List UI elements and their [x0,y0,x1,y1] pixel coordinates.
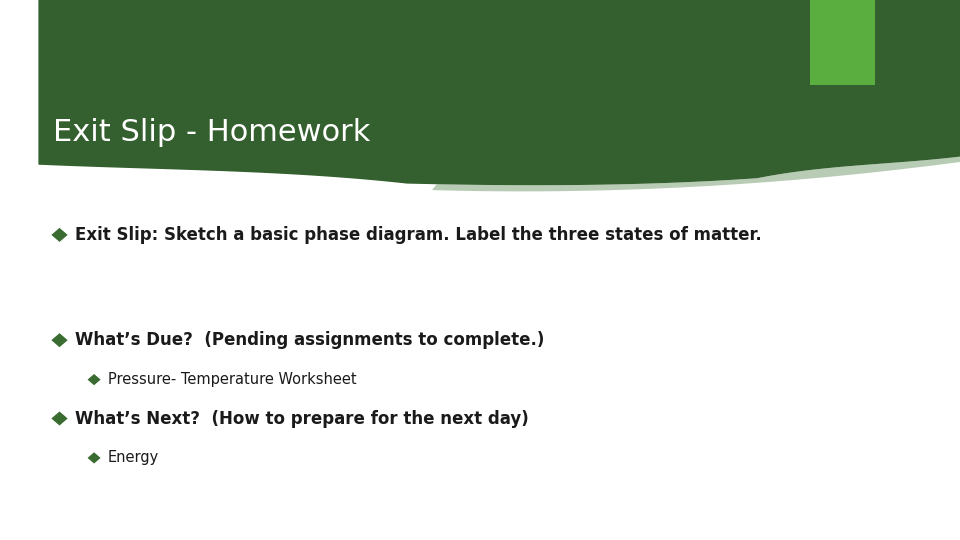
Polygon shape [87,453,101,463]
Text: Energy: Energy [108,450,158,465]
Text: Exit Slip: Sketch a basic phase diagram. Label the three states of matter.: Exit Slip: Sketch a basic phase diagram.… [75,226,761,244]
Text: What’s Due?  (Pending assignments to complete.): What’s Due? (Pending assignments to comp… [75,331,544,349]
Text: Pressure- Temperature Worksheet: Pressure- Temperature Worksheet [108,372,356,387]
FancyBboxPatch shape [810,0,875,85]
Text: What’s Next?  (How to prepare for the next day): What’s Next? (How to prepare for the nex… [75,409,529,428]
Polygon shape [87,374,101,385]
Text: Exit Slip - Homework: Exit Slip - Homework [53,118,371,147]
Polygon shape [52,333,67,347]
Polygon shape [38,0,960,185]
Polygon shape [52,411,67,426]
Polygon shape [52,228,67,242]
Polygon shape [432,157,960,191]
